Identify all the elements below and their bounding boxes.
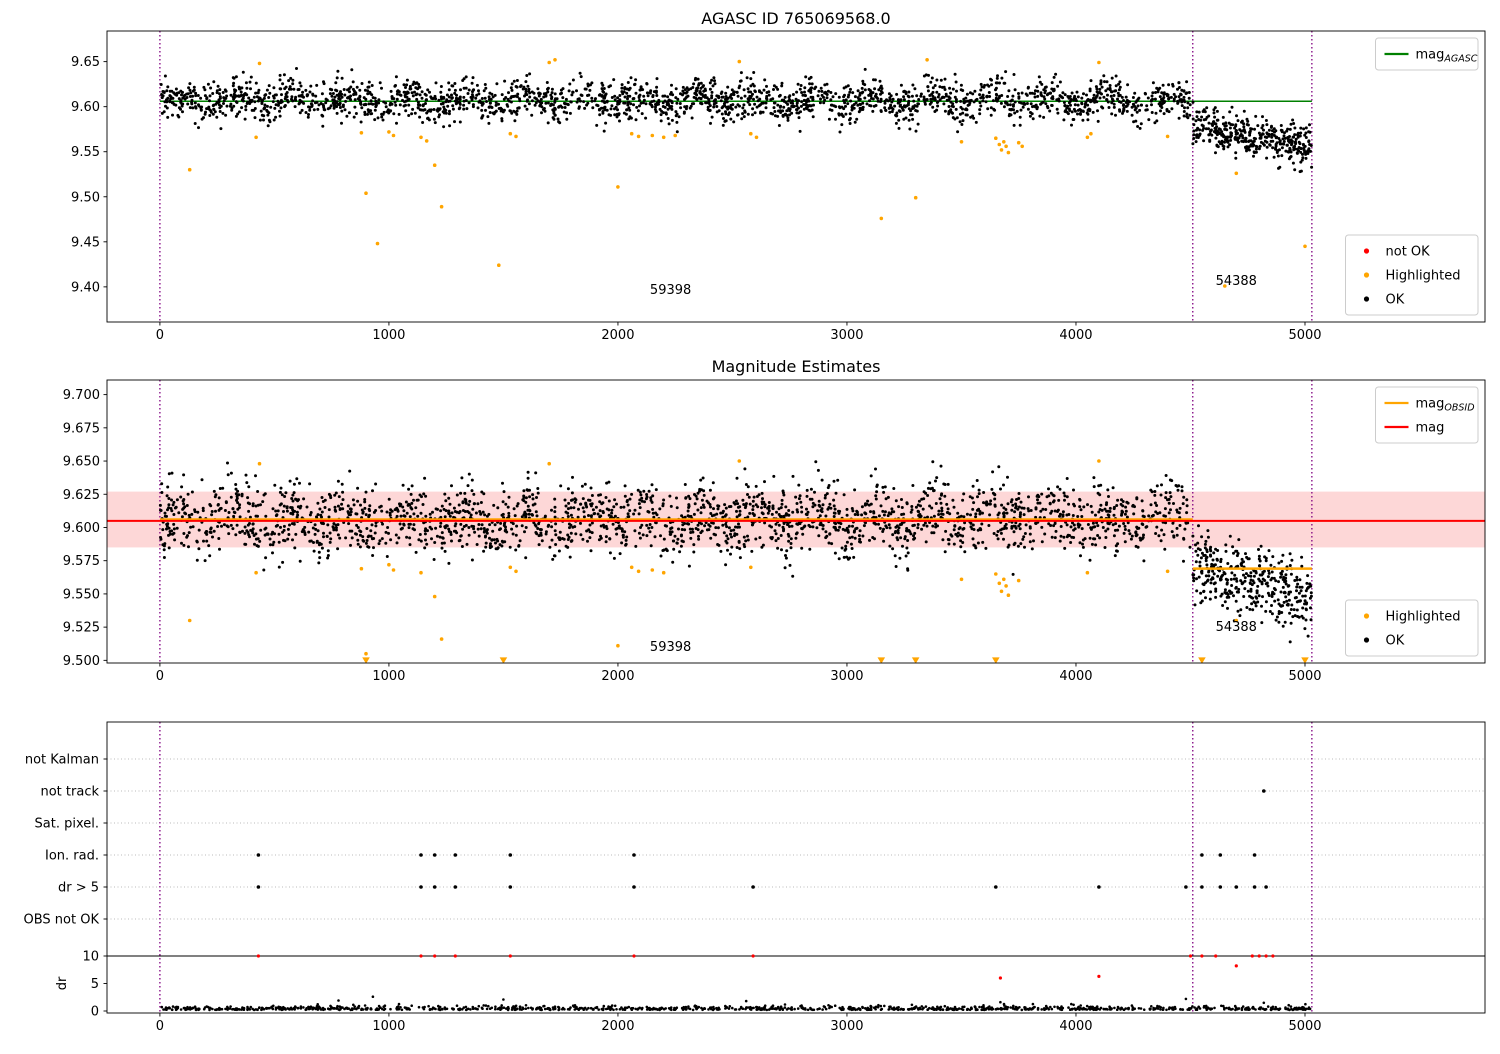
- legend-dot-sample: [1364, 248, 1369, 253]
- x-axis-ticks: 0 1000 2000 3000 4000 5000: [156, 663, 1322, 684]
- x-tick-label: 3000: [830, 328, 863, 343]
- x-tick-label: 0: [156, 1019, 164, 1034]
- flag-points: [257, 789, 1268, 889]
- legend-label: OK: [1386, 634, 1405, 649]
- y-tick-label: 9.525: [63, 621, 100, 636]
- x-tick-label: 4000: [1059, 669, 1092, 684]
- y-tick-label: 9.550: [63, 587, 100, 602]
- legend-dot-sample: [1364, 296, 1369, 301]
- highlighted-points: [188, 459, 1238, 655]
- ok-points-obsid-59398: [160, 67, 1192, 134]
- y-tick-label: 9.575: [63, 554, 100, 569]
- x-tick-label: 1000: [372, 669, 405, 684]
- x-tick-label: 2000: [601, 328, 634, 343]
- x-tick-label: 3000: [830, 1019, 863, 1034]
- category-label: OBS not OK: [24, 913, 100, 928]
- obsid-annotation: 59398: [650, 283, 691, 298]
- x-tick-label: 1000: [372, 1019, 405, 1034]
- obsid-annotation: 59398: [650, 640, 691, 655]
- category-labels: not Kalman not track Sat. pixel. Ion. rad. d…: [24, 753, 108, 928]
- legend-label: mag: [1416, 421, 1445, 436]
- obsid-boundary-lines: [160, 722, 1312, 1013]
- y-tick-label: 9.55: [71, 145, 100, 160]
- y-tick-label: 9.65: [71, 55, 100, 70]
- x-tick-label: 2000: [601, 669, 634, 684]
- chart-title: Magnitude Estimates: [712, 357, 881, 376]
- data-points: [159, 459, 1313, 664]
- legend-bottom-right: not OK Highlighted OK: [1346, 235, 1479, 315]
- legend-label: not OK: [1386, 245, 1431, 260]
- dr-axis-label: dr: [55, 976, 70, 990]
- y-tick-label: 9.45: [71, 235, 100, 250]
- quality-flags-chart: not Kalman not track Sat. pixel. Ion. rad. d…: [24, 722, 1486, 1034]
- legend-dot-sample: [1364, 637, 1369, 642]
- category-label: dr > 5: [58, 881, 99, 896]
- category-gridlines: [107, 759, 1485, 919]
- x-tick-label: 4000: [1059, 1019, 1092, 1034]
- dr-tick-label: 10: [82, 950, 99, 965]
- obsid-annotation: 54388: [1216, 620, 1257, 635]
- x-axis-ticks: 0 1000 2000 3000 4000 5000: [156, 322, 1322, 343]
- x-tick-label: 0: [156, 669, 164, 684]
- y-tick-label: 9.700: [63, 388, 100, 403]
- category-label: not Kalman: [25, 753, 99, 768]
- dr-ticks: 0 5 10: [82, 950, 107, 1020]
- axes-frame: [107, 722, 1485, 1013]
- legend-bottom-right: Highlighted OK: [1346, 600, 1479, 656]
- legend-top-right: magAGASC: [1376, 38, 1479, 70]
- ok-points-obsid-54388: [1191, 101, 1313, 173]
- y-axis-ticks: 9.500 9.525 9.550 9.575 9.600 9.625 9.650 9.675…: [63, 388, 107, 669]
- x-tick-label: 4000: [1059, 328, 1092, 343]
- x-tick-label: 5000: [1288, 1019, 1321, 1034]
- y-tick-label: 9.40: [71, 280, 100, 295]
- legend-label: Highlighted: [1386, 269, 1461, 284]
- category-label: Sat. pixel.: [35, 817, 99, 832]
- y-tick-label: 9.675: [63, 421, 100, 436]
- data-points: [160, 58, 1313, 288]
- y-tick-label: 9.60: [71, 100, 100, 115]
- x-tick-label: 3000: [830, 669, 863, 684]
- legend-label: OK: [1386, 293, 1405, 308]
- obsid-annotation: 54388: [1216, 274, 1257, 289]
- x-tick-label: 0: [156, 328, 164, 343]
- y-tick-label: 9.650: [63, 455, 100, 470]
- dr-tick-label: 0: [91, 1005, 99, 1020]
- axes-frame: [107, 31, 1485, 322]
- x-axis-ticks: 0 1000 2000 3000 4000 5000: [156, 1013, 1322, 1034]
- legend-label: Highlighted: [1386, 610, 1461, 625]
- y-tick-label: 9.600: [63, 521, 100, 536]
- x-tick-label: 1000: [372, 328, 405, 343]
- magnitude-estimates-chart: 9.500 9.525 9.550 9.575 9.600 9.625 9.650 9.675…: [63, 357, 1485, 684]
- y-tick-label: 9.625: [63, 488, 100, 503]
- category-label: not track: [40, 785, 99, 800]
- x-tick-label: 5000: [1288, 669, 1321, 684]
- y-tick-label: 9.50: [71, 190, 100, 205]
- dr-points: [161, 995, 1312, 1011]
- dr-not-ok-points: [257, 954, 1275, 979]
- category-label: Ion. rad.: [45, 849, 99, 864]
- y-tick-label: 9.500: [63, 654, 100, 669]
- y-axis-ticks: 9.40 9.45 9.50 9.55 9.60 9.65: [71, 55, 107, 295]
- chart-title: AGASC ID 765069568.0: [701, 9, 890, 28]
- x-tick-label: 2000: [601, 1019, 634, 1034]
- dr-tick-label: 5: [91, 977, 99, 992]
- x-tick-label: 5000: [1288, 328, 1321, 343]
- obsid-boundary-lines: [160, 31, 1312, 322]
- legend-dot-sample: [1364, 613, 1369, 618]
- agasc-magnitudes-chart: 9.40 9.45 9.50 9.55 9.60 9.65 0 1000 2000 3000 400…: [71, 9, 1485, 343]
- legend-dot-sample: [1364, 272, 1369, 277]
